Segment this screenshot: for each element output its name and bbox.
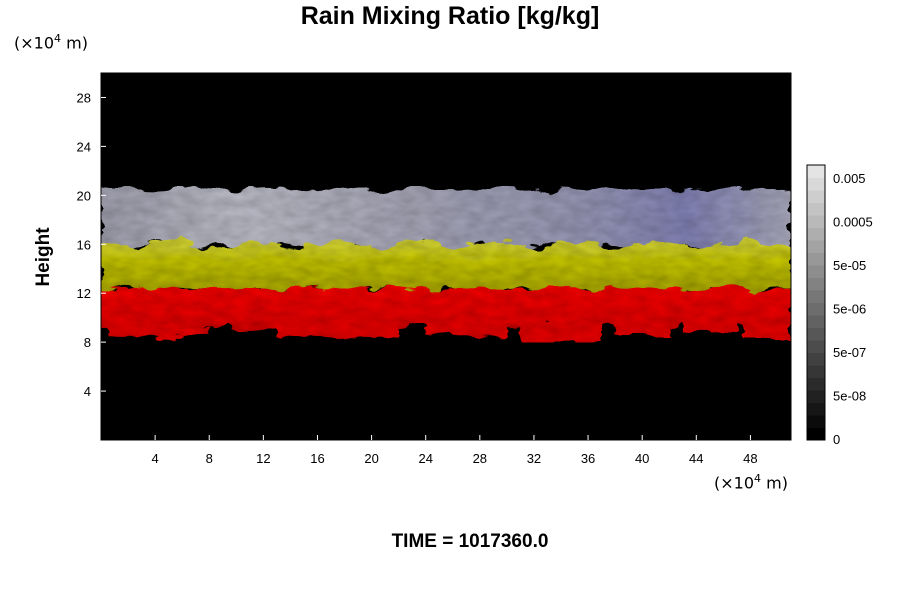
field-band-lower — [101, 286, 791, 334]
colorbar-tick-label: 5e-07 — [833, 345, 866, 360]
colorbar-tick-label: 0.0005 — [833, 215, 873, 230]
field-band-upper — [101, 186, 791, 253]
colorbar-tick-label: 5e-08 — [833, 389, 866, 404]
y-tick-label: 8 — [84, 335, 91, 350]
colorbar-swatch — [807, 365, 825, 378]
x-unit-prefix: (×10 — [714, 473, 755, 493]
colorbar-swatch — [807, 190, 825, 203]
chart-title: Rain Mixing Ratio [kg/kg] — [300, 2, 600, 30]
colorbar-swatch — [807, 415, 825, 428]
colorbar-swatch — [807, 215, 825, 228]
colorbar-tick-label: 5e-06 — [833, 302, 866, 317]
x-tick-label: 40 — [635, 451, 649, 466]
x-axis: 4 8 12 16 20 24 28 32 36 40 44 48 — [152, 435, 758, 466]
y-tick-label: 28 — [77, 90, 91, 105]
colorbar-swatch — [807, 340, 825, 353]
colorbar-swatch — [807, 277, 825, 291]
x-tick-label: 16 — [310, 451, 324, 466]
colorbar-swatch — [807, 390, 825, 403]
x-axis-unit: (×104 m) — [714, 472, 788, 492]
y-unit-suffix: m) — [61, 33, 88, 53]
x-tick-label: 12 — [256, 451, 270, 466]
colorbar-swatch — [807, 315, 825, 328]
y-tick-label: 16 — [77, 237, 91, 252]
colorbar-swatch — [807, 165, 825, 178]
colorbar-swatch — [807, 352, 825, 366]
colorbar-swatch — [807, 252, 825, 266]
field-band-lower-blobs — [107, 320, 791, 343]
colorbar-swatch — [807, 327, 825, 341]
x-tick-label: 8 — [206, 451, 213, 466]
x-tick-label: 24 — [418, 451, 432, 466]
colorbar-swatch — [807, 265, 825, 278]
colorbar-frame — [806, 164, 826, 441]
plot-frame — [100, 72, 792, 441]
colorbar-tick-label: 0.005 — [833, 171, 866, 186]
x-tick-label: 48 — [743, 451, 757, 466]
x-unit-exponent: 4 — [754, 472, 762, 485]
rain-field — [101, 186, 791, 343]
y-axis: 4 8 12 16 20 24 28 — [77, 90, 106, 399]
colorbar-swatch — [807, 202, 825, 216]
y-unit-prefix: (×10 — [14, 33, 55, 53]
x-tick-label: 20 — [364, 451, 378, 466]
colorbar-swatch — [807, 227, 825, 241]
x-tick-label: 36 — [581, 451, 595, 466]
x-unit-suffix: m) — [761, 473, 788, 493]
x-tick-label: 44 — [689, 451, 703, 466]
x-tick-label: 32 — [527, 451, 541, 466]
colorbar-swatch — [807, 302, 825, 316]
colorbar-swatch — [807, 427, 825, 441]
x-tick-label: 28 — [473, 451, 487, 466]
colorbar-swatch — [807, 290, 825, 303]
y-tick-label: 20 — [77, 188, 91, 203]
y-tick-label: 12 — [77, 286, 91, 301]
y-tick-label: 4 — [84, 384, 91, 399]
colorbar-swatch — [807, 377, 825, 391]
x-tick-label: 4 — [152, 451, 159, 466]
y-axis-unit: (×104 m) — [14, 32, 88, 52]
field-band-middle — [101, 238, 791, 293]
y-unit-exponent: 4 — [54, 32, 62, 45]
colorbar-swatch — [807, 402, 825, 416]
y-tick-label: 24 — [77, 139, 91, 154]
colorbar-tick-label: 0 — [833, 432, 840, 447]
colorbar-tick-label: 5e-05 — [833, 258, 866, 273]
colorbar-swatch — [807, 240, 825, 253]
colorbar: 0.005 0.0005 5e-05 5e-06 5e-07 5e-08 0 — [806, 164, 873, 447]
colorbar-swatch — [807, 177, 825, 191]
time-label: TIME = 1017360.0 — [391, 531, 549, 552]
